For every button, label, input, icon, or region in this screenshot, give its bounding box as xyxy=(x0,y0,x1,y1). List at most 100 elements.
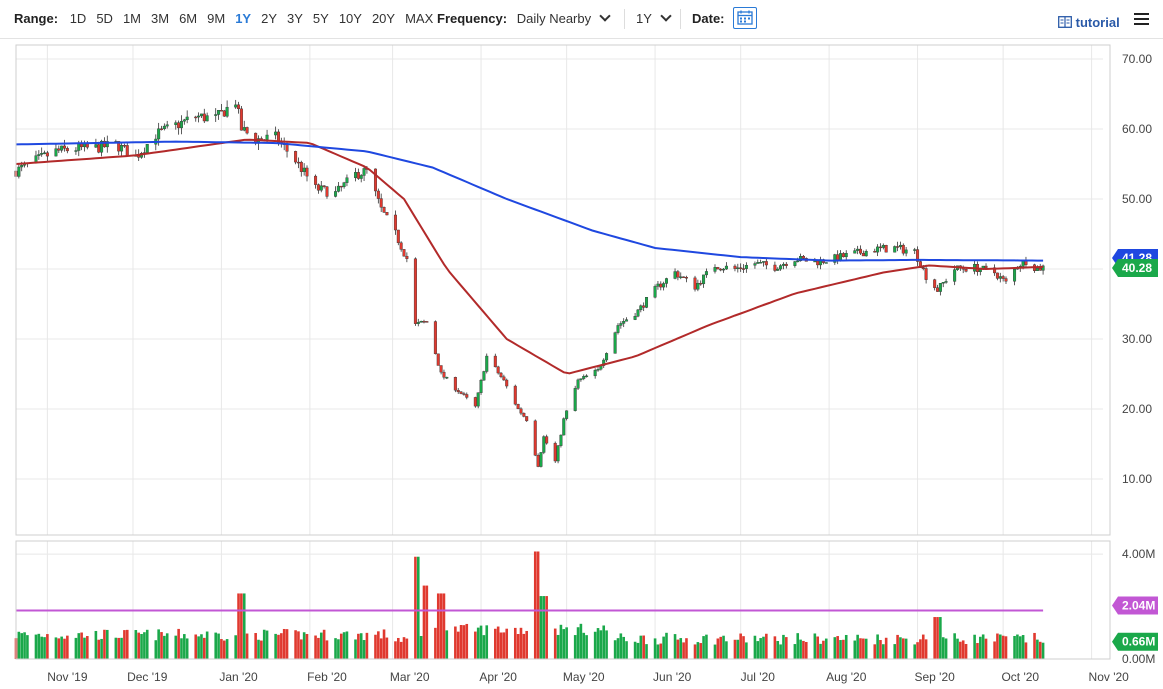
candle-body xyxy=(1004,278,1008,282)
volume-bar xyxy=(394,641,397,659)
candle-body xyxy=(359,175,363,179)
period-group: 1Y xyxy=(636,10,672,26)
range-button-1d[interactable]: 1D xyxy=(69,11,87,26)
volume-bar xyxy=(996,633,999,659)
candle-body xyxy=(693,277,697,290)
candle-body xyxy=(522,412,526,417)
volume-bar xyxy=(494,628,497,659)
calendar-icon xyxy=(737,10,753,25)
candle-body xyxy=(459,391,463,394)
candle-body xyxy=(245,127,249,134)
volume-bar xyxy=(642,635,645,659)
volume-pane-frame xyxy=(15,540,1111,660)
volume-bar xyxy=(434,627,437,659)
volume-bar xyxy=(1001,635,1005,659)
volume-bar xyxy=(802,640,805,659)
calendar-button[interactable] xyxy=(733,7,757,29)
volume-bar xyxy=(342,632,346,659)
candle-body xyxy=(864,251,868,257)
range-button-20y[interactable]: 20Y xyxy=(371,11,396,26)
range-button-3m[interactable]: 3M xyxy=(151,11,170,26)
range-group: Range: 1D 5D 1M 3M 6M 9M 1Y 2Y 3Y 5Y 10Y 20Y MAX xyxy=(14,11,443,26)
candle-body xyxy=(234,104,238,108)
volume-bar xyxy=(362,640,366,659)
volume-bar xyxy=(953,633,956,659)
volume-bar xyxy=(1004,636,1008,659)
price-pane-frame xyxy=(15,44,1111,536)
range-button-2y[interactable]: 2Y xyxy=(261,11,277,26)
range-button-5d[interactable]: 5D xyxy=(96,11,113,26)
volume-bar xyxy=(465,623,469,659)
volume-bar xyxy=(659,643,663,659)
candle-body xyxy=(433,321,437,355)
range-button-10y[interactable]: 10Y xyxy=(338,11,362,26)
price-tick-label: 10.00 xyxy=(1122,472,1152,486)
candle-body xyxy=(938,283,942,292)
volume-bar xyxy=(645,644,648,659)
volume-tick-label: 4.00M xyxy=(1122,547,1155,561)
candle-body xyxy=(884,245,888,253)
candle-body xyxy=(719,268,723,271)
candle-body xyxy=(744,265,748,269)
volume-bar xyxy=(599,630,603,659)
volume-bar xyxy=(533,551,537,659)
volume-bar xyxy=(556,634,560,659)
candle-body xyxy=(602,359,606,366)
volume-bar xyxy=(43,637,46,659)
price-tick-label: 70.00 xyxy=(1122,52,1152,66)
range-button-1m[interactable]: 1M xyxy=(122,11,141,26)
volume-bar xyxy=(1016,634,1019,659)
volume-bar xyxy=(1041,642,1045,659)
candle-body xyxy=(299,161,303,172)
volume-bar xyxy=(842,639,845,659)
volume-bar xyxy=(513,627,517,659)
volume-bar xyxy=(753,635,757,659)
candle-body xyxy=(781,263,785,266)
candle-body xyxy=(422,321,426,323)
volume-bar xyxy=(46,634,49,659)
frequency-dropdown[interactable]: Daily Nearby xyxy=(517,10,611,26)
volume-bar xyxy=(696,642,700,659)
tutorial-link[interactable]: tutorial xyxy=(1058,15,1120,30)
volume-bar xyxy=(40,636,43,659)
volume-bar xyxy=(944,638,948,659)
candle-body xyxy=(773,264,777,271)
volume-bar xyxy=(742,636,745,659)
period-dropdown[interactable]: 1Y xyxy=(636,10,672,26)
volume-bar xyxy=(203,637,206,659)
volume-bar xyxy=(733,639,737,659)
volume-bar xyxy=(793,644,797,659)
range-button-max[interactable]: MAX xyxy=(405,11,434,26)
range-button-6m[interactable]: 6M xyxy=(179,11,198,26)
volume-bar xyxy=(505,628,509,659)
volume-bar xyxy=(334,638,337,659)
date-label: Date: xyxy=(692,11,725,26)
volume-bar xyxy=(904,638,908,659)
candle-body xyxy=(716,267,720,270)
volume-bar xyxy=(34,634,38,659)
volume-bar xyxy=(416,556,420,659)
candle-body xyxy=(593,369,597,377)
volume-bar xyxy=(422,585,426,659)
range-button-9m[interactable]: 9M xyxy=(207,11,226,26)
candle-body xyxy=(536,455,540,467)
volume-bar xyxy=(476,627,480,659)
range-button-1y[interactable]: 1Y xyxy=(235,11,252,26)
volume-bar xyxy=(822,640,825,659)
volume-bar xyxy=(137,632,140,659)
moving-average-long xyxy=(15,140,1044,262)
candle-body xyxy=(533,420,537,456)
candle-body xyxy=(585,375,589,378)
volume-bar xyxy=(20,633,24,659)
range-button-3y[interactable]: 3Y xyxy=(287,11,303,26)
volume-bar xyxy=(973,634,976,659)
time-tick-label: Aug '20 xyxy=(826,670,867,684)
period-value: 1Y xyxy=(636,11,652,26)
volume-bar xyxy=(765,633,768,659)
volume-bar xyxy=(365,632,369,659)
menu-icon[interactable] xyxy=(1134,13,1149,25)
volume-bar xyxy=(553,628,557,659)
volume-ma-tag-bg xyxy=(1112,596,1158,615)
range-button-5y[interactable]: 5Y xyxy=(312,11,329,26)
volume-bar xyxy=(824,638,828,659)
